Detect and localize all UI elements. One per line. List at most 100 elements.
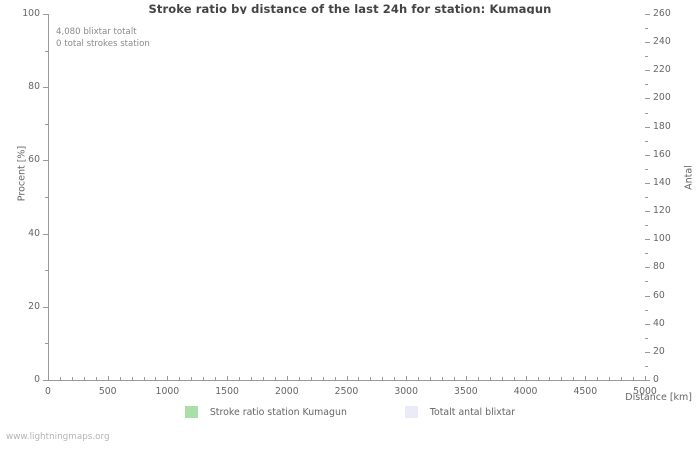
chart-legend: Stroke ratio station Kumagun Totalt antal… — [0, 406, 700, 418]
tick-mark — [346, 376, 348, 381]
tick-mark — [262, 377, 264, 381]
tick-mark — [430, 377, 432, 381]
tick-mark — [645, 28, 648, 30]
tick-mark — [406, 376, 408, 381]
tick-mark — [45, 197, 48, 198]
tick-mark — [645, 380, 650, 381]
y-tick-label-right: 60 — [653, 289, 665, 301]
tick-mark — [95, 377, 97, 381]
y-tick-label-left: 20 — [28, 300, 40, 312]
tick-mark — [59, 377, 61, 381]
tick-mark — [645, 154, 650, 156]
tick-mark — [513, 377, 515, 381]
tick-mark — [286, 376, 288, 381]
tick-mark — [525, 376, 527, 381]
y-tick-label-left: 40 — [28, 227, 40, 239]
tick-mark — [645, 365, 648, 367]
tick-mark — [645, 337, 648, 339]
tick-mark — [155, 377, 157, 381]
tick-mark — [370, 377, 372, 381]
tick-mark — [465, 376, 467, 381]
tick-mark — [645, 239, 650, 241]
tick-mark — [45, 50, 48, 52]
tick-mark — [382, 377, 384, 381]
tick-mark — [334, 377, 336, 381]
tick-mark — [119, 377, 121, 381]
x-tick-label: 2000 — [274, 386, 299, 397]
plot-area — [48, 14, 646, 381]
tick-mark — [645, 197, 648, 198]
tick-mark — [215, 377, 217, 381]
tick-mark — [645, 309, 648, 311]
tick-mark — [167, 376, 169, 381]
y-tick-label-right: 80 — [653, 261, 665, 273]
tick-mark — [143, 377, 145, 381]
tick-mark — [71, 377, 73, 381]
legend-label: Totalt antal blixtar — [429, 406, 516, 418]
tick-mark — [621, 377, 623, 381]
y-tick-label-right: 260 — [653, 8, 671, 19]
tick-mark — [45, 270, 48, 272]
tick-mark — [645, 98, 650, 100]
x-tick-label: 5000 — [633, 386, 657, 397]
x-tick-label: 3000 — [394, 386, 419, 397]
legend-total-strokes[interactable]: Totalt antal blixtar — [404, 406, 516, 418]
footer-site-label: www.lightningmaps.org — [6, 432, 110, 442]
tick-mark — [477, 377, 479, 381]
y-tick-label-right: 180 — [653, 120, 671, 132]
chart-title: Stroke ratio by distance of the last 24h… — [148, 2, 552, 16]
y-tick-label-left: 100 — [22, 8, 40, 19]
tick-mark — [609, 377, 611, 381]
x-axis-label: Distance [km] — [625, 392, 692, 403]
tick-mark — [45, 123, 48, 125]
tick-mark — [645, 253, 648, 255]
x-tick-label: 4000 — [513, 386, 538, 397]
tick-mark — [310, 377, 312, 381]
tick-mark — [597, 377, 599, 381]
tick-mark — [227, 376, 229, 381]
tick-mark — [43, 160, 48, 162]
y-tick-label-left: 0 — [34, 374, 40, 385]
tick-mark — [633, 377, 635, 381]
tick-mark — [43, 306, 48, 308]
tick-mark — [48, 376, 49, 381]
y-tick-label-left: 80 — [28, 81, 40, 93]
x-tick-label: 4500 — [573, 386, 598, 397]
tick-mark — [645, 323, 650, 325]
y-tick-label-right: 160 — [653, 148, 671, 160]
tick-mark — [358, 377, 360, 381]
tick-mark — [573, 377, 575, 381]
y-tick-label-right: 120 — [653, 205, 671, 217]
x-tick-label: 500 — [98, 386, 117, 397]
tick-mark — [43, 233, 48, 235]
x-tick-label: 1000 — [155, 386, 180, 397]
tick-mark — [274, 377, 276, 381]
tick-mark — [645, 84, 648, 86]
tick-mark — [537, 377, 539, 381]
tick-mark — [43, 14, 48, 15]
tick-mark — [442, 377, 444, 381]
legend-swatch — [184, 406, 198, 418]
tick-mark — [645, 126, 650, 128]
tick-mark — [645, 112, 648, 114]
plot-background — [48, 14, 646, 381]
tick-mark — [645, 281, 648, 283]
tick-mark — [131, 377, 133, 381]
x-tick-label: 1500 — [215, 386, 239, 397]
tick-mark — [549, 377, 551, 381]
tick-mark — [453, 377, 455, 381]
y-tick-label-right: 140 — [653, 176, 671, 188]
tick-mark — [645, 295, 650, 297]
tick-mark — [645, 168, 648, 170]
y-tick-label-left: 60 — [28, 154, 40, 166]
tick-mark — [645, 225, 648, 227]
tick-mark — [645, 14, 650, 15]
legend-stroke-ratio[interactable]: Stroke ratio station Kumagun — [184, 406, 347, 418]
tick-mark — [645, 140, 648, 142]
y-tick-label-right: 100 — [653, 233, 671, 245]
y-tick-label-right: 200 — [653, 92, 671, 104]
tick-mark — [107, 376, 109, 381]
tick-mark — [501, 377, 503, 381]
tick-mark — [203, 377, 205, 381]
